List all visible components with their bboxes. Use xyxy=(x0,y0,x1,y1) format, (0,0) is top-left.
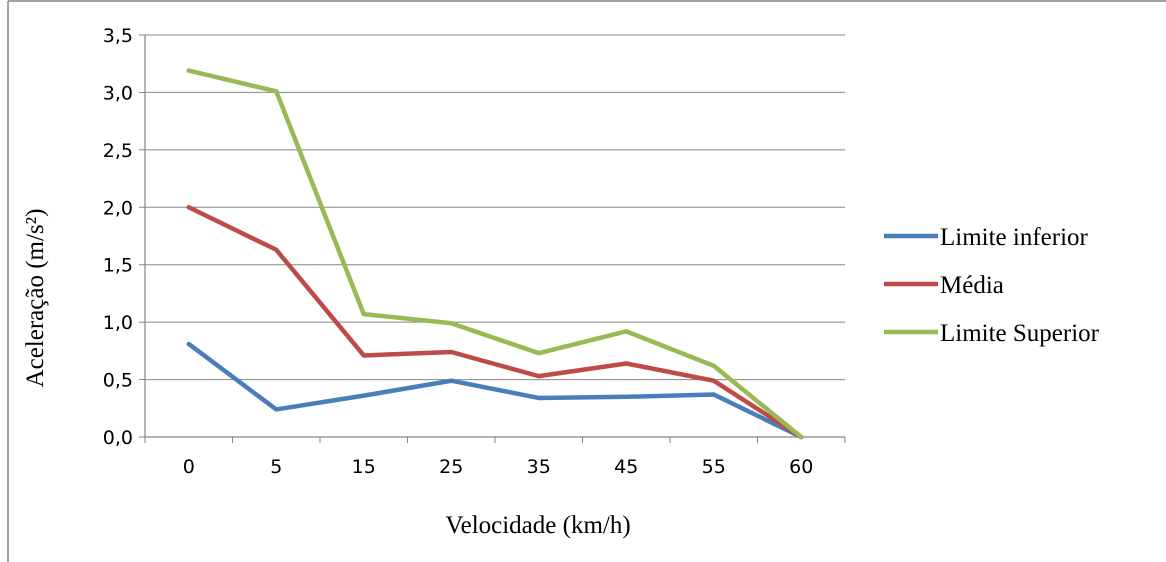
y-tick-label: 0,5 xyxy=(103,370,133,392)
x-axis-title: Velocidade (km/h) xyxy=(445,512,630,539)
y-axis-title: Aceleração (m/s²) xyxy=(22,209,49,388)
legend-label: Média xyxy=(940,272,1004,299)
x-tick-label: 15 xyxy=(352,456,376,478)
axes xyxy=(144,35,846,443)
x-tick-label: 60 xyxy=(789,456,813,478)
x-tick-label: 45 xyxy=(614,456,638,478)
x-tick-label: 55 xyxy=(702,456,726,478)
y-tick-label: 3,5 xyxy=(103,25,133,47)
y-tick-label: 1,0 xyxy=(103,312,133,334)
tick-labels: 0,0 0,5 1,0 1,5 2,0 2,5 3,0 3,5 0 5 15 25 35 45 55 60 xyxy=(103,25,814,478)
legend: Limite inferior Média Limite Superior xyxy=(884,224,1100,347)
y-tick-label: 0,0 xyxy=(103,427,133,449)
y-tick-label: 1,5 xyxy=(103,255,133,277)
y-tick-label: 2,5 xyxy=(103,140,133,162)
series-lines xyxy=(186,68,804,440)
gridlines xyxy=(139,34,845,438)
y-tick-label: 2,0 xyxy=(103,197,133,219)
y-tick-label: 3,0 xyxy=(103,82,133,104)
legend-label: Limite Superior xyxy=(940,320,1100,347)
series-line-2 xyxy=(186,68,804,440)
legend-label: Limite inferior xyxy=(940,224,1089,251)
series-line-0 xyxy=(186,341,804,440)
x-tick-label: 25 xyxy=(439,456,463,478)
x-tick-label: 35 xyxy=(527,456,551,478)
x-tick-label: 5 xyxy=(270,456,282,478)
series-line-1 xyxy=(186,205,804,440)
x-tick-label: 0 xyxy=(183,456,195,478)
